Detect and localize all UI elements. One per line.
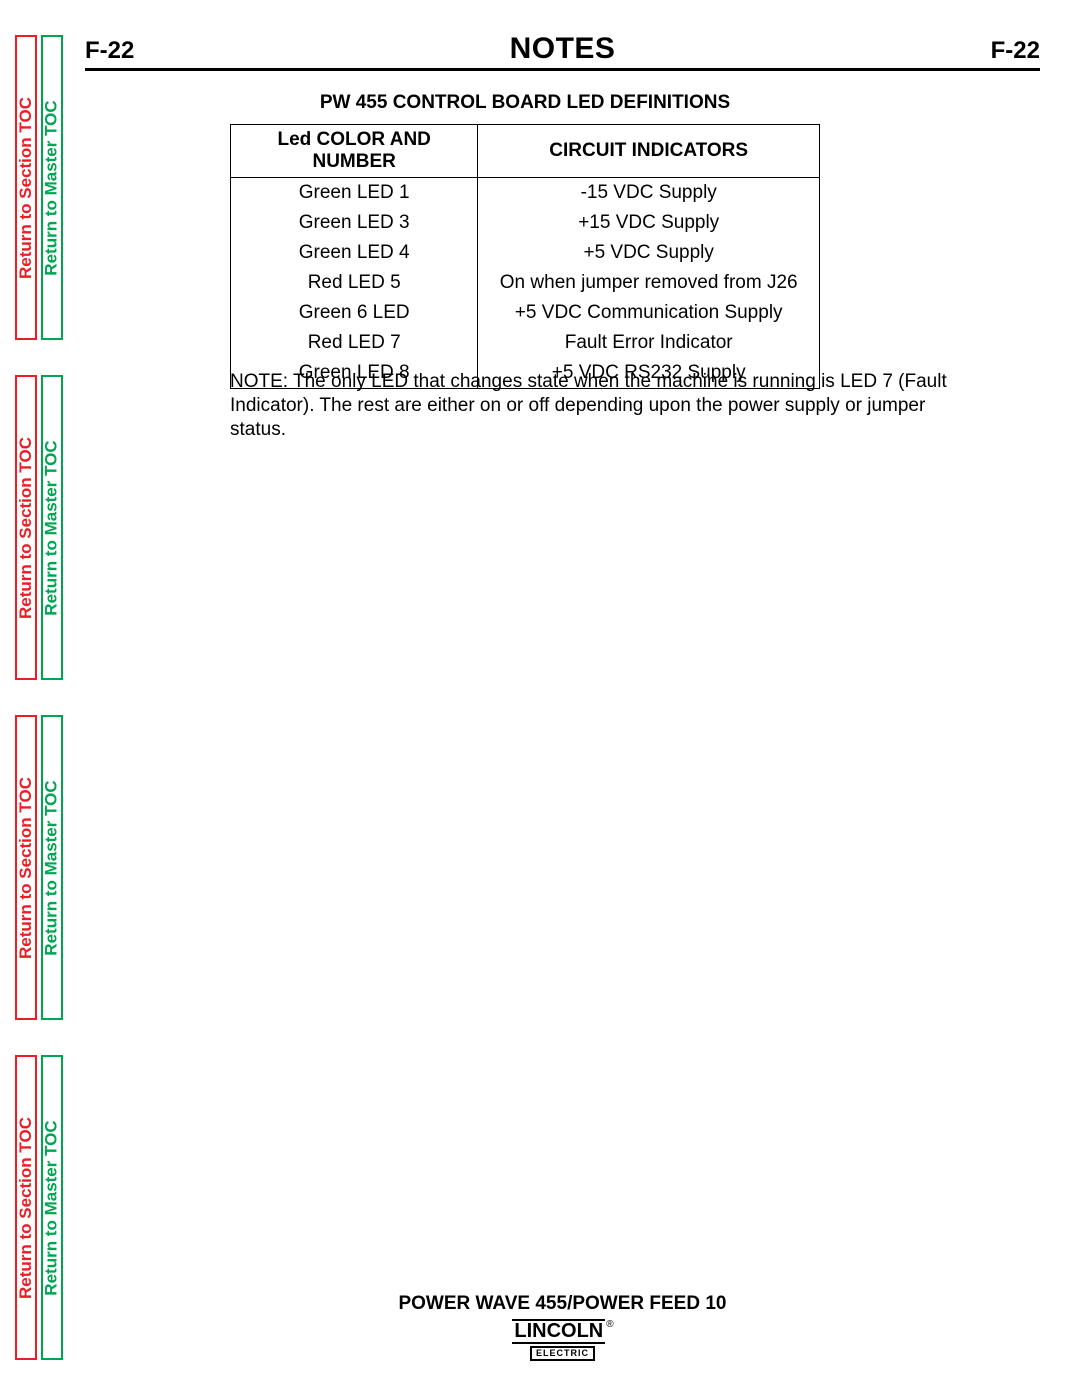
- page-number-left: F-22: [85, 37, 134, 65]
- table-cell: Green LED 1: [231, 178, 478, 209]
- return-master-toc-link[interactable]: Return to Master TOC: [41, 35, 63, 340]
- toc-pair-1: Return to Section TOC Return to Master T…: [15, 35, 65, 340]
- table-row: Green LED 3 +15 VDC Supply: [231, 208, 820, 238]
- return-master-toc-label: Return to Master TOC: [42, 100, 62, 275]
- page-header: F-22 NOTES F-22: [85, 32, 1040, 71]
- table-header-col0: Led COLOR AND NUMBER: [231, 125, 478, 178]
- table-row: Green 6 LED +5 VDC Communication Supply: [231, 298, 820, 328]
- return-section-toc-link[interactable]: Return to Section TOC: [15, 715, 37, 1020]
- return-master-toc-link[interactable]: Return to Master TOC: [41, 1055, 63, 1360]
- table-header-col1: CIRCUIT INDICATORS: [478, 125, 820, 178]
- return-section-toc-link[interactable]: Return to Section TOC: [15, 35, 37, 340]
- return-section-toc-label: Return to Section TOC: [16, 97, 36, 279]
- table-cell: Fault Error Indicator: [478, 328, 820, 358]
- return-master-toc-label: Return to Master TOC: [42, 780, 62, 955]
- table-cell: Green LED 4: [231, 238, 478, 268]
- table-cell: Red LED 7: [231, 328, 478, 358]
- return-section-toc-label: Return to Section TOC: [16, 437, 36, 619]
- led-table: Led COLOR AND NUMBER CIRCUIT INDICATORS …: [230, 124, 820, 389]
- table-cell: Green 6 LED: [231, 298, 478, 328]
- table-cell: Red LED 5: [231, 268, 478, 298]
- table-cell: +15 VDC Supply: [478, 208, 820, 238]
- note-paragraph: NOTE: The only LED that changes state wh…: [230, 370, 950, 441]
- page-footer: POWER WAVE 455/POWER FEED 10 LINCOLN® EL…: [85, 1293, 1040, 1361]
- table-row: Green LED 1 -15 VDC Supply: [231, 178, 820, 209]
- table-cell: On when jumper removed from J26: [478, 268, 820, 298]
- table-cell: +5 VDC Communication Supply: [478, 298, 820, 328]
- footer-product-line: POWER WAVE 455/POWER FEED 10: [85, 1293, 1040, 1315]
- page-title: NOTES: [510, 32, 616, 66]
- led-table-title: PW 455 CONTROL BOARD LED DEFINITIONS: [230, 92, 820, 114]
- table-cell: -15 VDC Supply: [478, 178, 820, 209]
- header-line: F-22 NOTES F-22: [85, 32, 1040, 71]
- logo-subbrand: ELECTRIC: [530, 1346, 595, 1361]
- table-cell: +5 VDC Supply: [478, 238, 820, 268]
- return-section-toc-label: Return to Section TOC: [16, 1117, 36, 1299]
- return-section-toc-link[interactable]: Return to Section TOC: [15, 1055, 37, 1360]
- page-number-right: F-22: [991, 37, 1040, 65]
- return-section-toc-link[interactable]: Return to Section TOC: [15, 375, 37, 680]
- table-header-row: Led COLOR AND NUMBER CIRCUIT INDICATORS: [231, 125, 820, 178]
- led-table-wrap: PW 455 CONTROL BOARD LED DEFINITIONS Led…: [230, 92, 820, 389]
- lincoln-electric-logo: LINCOLN® ELECTRIC: [512, 1319, 612, 1361]
- table-row: Red LED 7 Fault Error Indicator: [231, 328, 820, 358]
- toc-pair-3: Return to Section TOC Return to Master T…: [15, 715, 65, 1020]
- toc-pair-2: Return to Section TOC Return to Master T…: [15, 375, 65, 680]
- table-cell: Green LED 3: [231, 208, 478, 238]
- logo-subbrand-wrap: ELECTRIC: [512, 1343, 612, 1361]
- toc-pair-4: Return to Section TOC Return to Master T…: [15, 1055, 65, 1360]
- return-master-toc-link[interactable]: Return to Master TOC: [41, 715, 63, 1020]
- logo-brand: LINCOLN: [512, 1319, 605, 1344]
- return-section-toc-label: Return to Section TOC: [16, 777, 36, 959]
- table-row: Red LED 5 On when jumper removed from J2…: [231, 268, 820, 298]
- return-master-toc-label: Return to Master TOC: [42, 1120, 62, 1295]
- table-row: Green LED 4 +5 VDC Supply: [231, 238, 820, 268]
- registered-icon: ®: [606, 1319, 613, 1330]
- return-master-toc-label: Return to Master TOC: [42, 440, 62, 615]
- return-master-toc-link[interactable]: Return to Master TOC: [41, 375, 63, 680]
